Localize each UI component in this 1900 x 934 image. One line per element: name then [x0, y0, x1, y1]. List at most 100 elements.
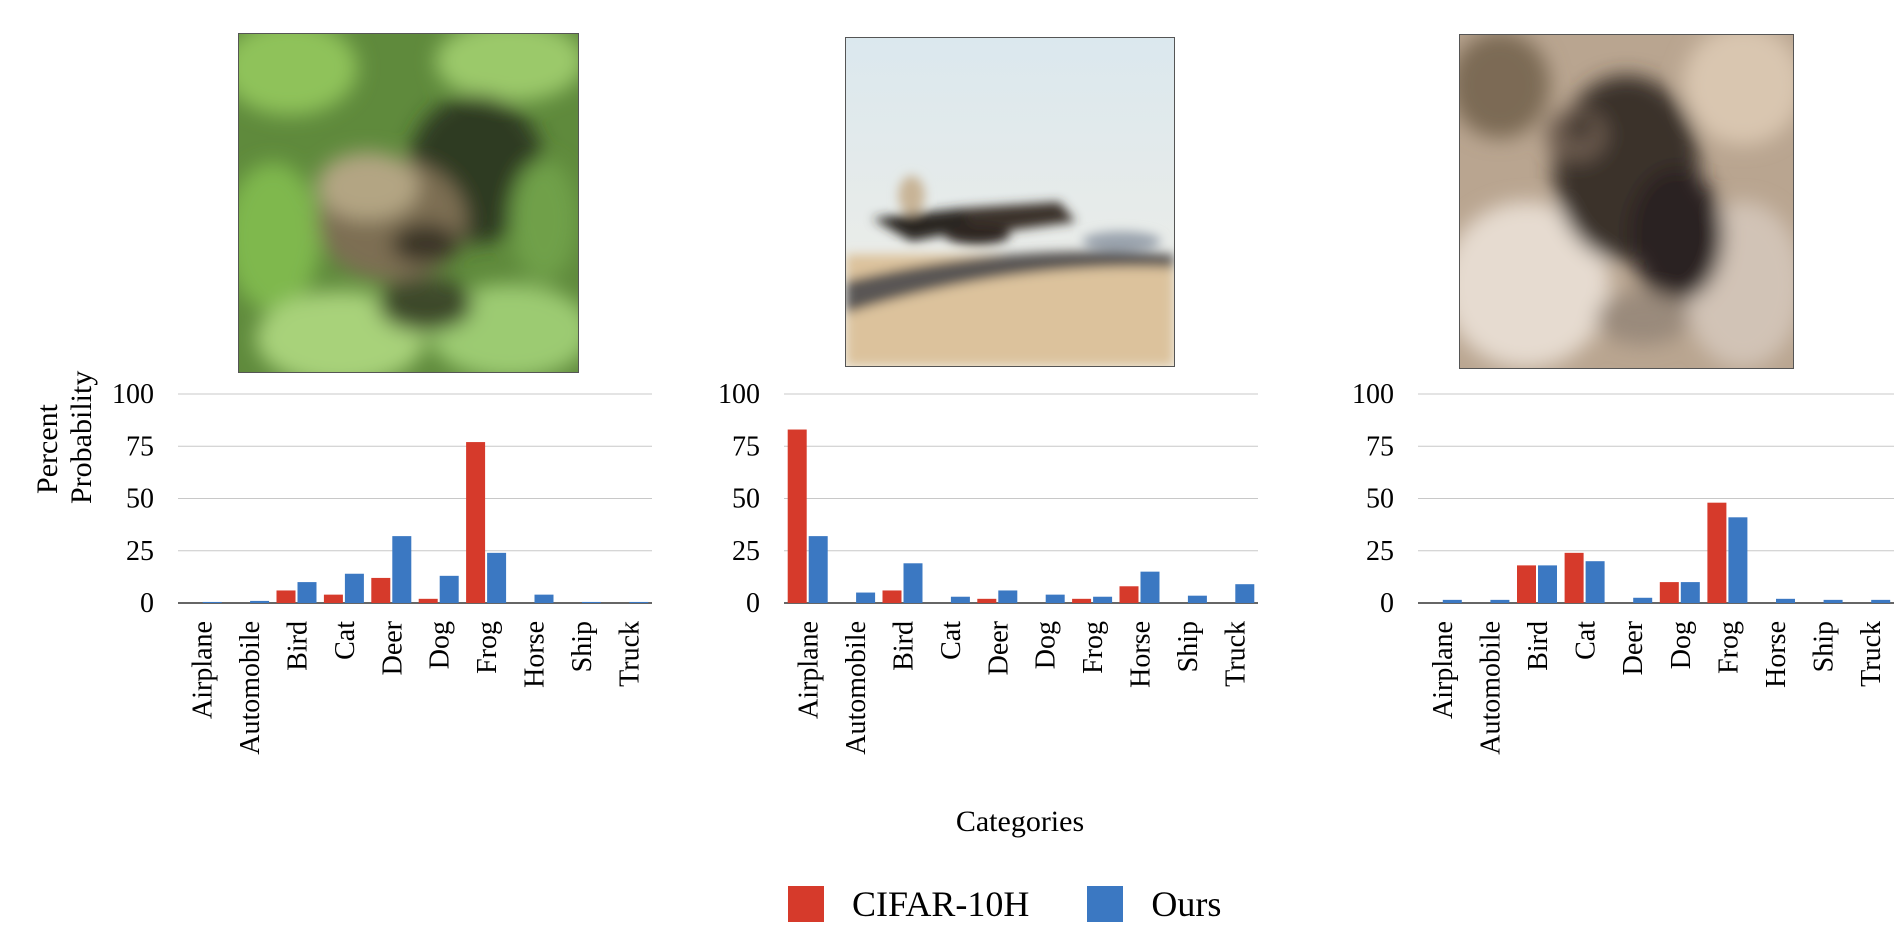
- frog-thumbnail: [238, 33, 579, 373]
- legend-item-cifar10h: CIFAR-10H: [788, 883, 1029, 925]
- legend: CIFAR-10H Ours: [788, 882, 1279, 926]
- x-tick-label: Dog: [425, 621, 456, 669]
- x-tick-label: Cat: [1571, 621, 1602, 660]
- animal-thumbnail: [1459, 34, 1794, 369]
- y-tick-label: 100: [112, 379, 154, 410]
- y-tick-label: 50: [1366, 484, 1394, 515]
- x-tick-label: Airplane: [188, 621, 219, 719]
- x-tick-label: Truck: [1220, 621, 1251, 687]
- bar-cifar-10h: [323, 594, 343, 603]
- legend-label-ours: Ours: [1151, 884, 1222, 924]
- bar-ours: [1235, 584, 1255, 603]
- bar-ours: [1538, 565, 1557, 603]
- legend-swatch-cifar10h: [788, 886, 824, 922]
- x-tick-label: Cat: [330, 621, 361, 660]
- y-tick-label: 100: [1352, 379, 1394, 410]
- bar-ours: [1823, 599, 1843, 603]
- x-tick-label: Deer: [1618, 620, 1649, 675]
- legend-swatch-ours: [1087, 886, 1124, 922]
- bar-ours: [1776, 598, 1795, 603]
- bar-ours: [998, 590, 1018, 603]
- bar-ours: [950, 596, 970, 603]
- bar-ours: [297, 582, 317, 603]
- bar-cifar-10h: [418, 598, 438, 603]
- y-tick-label: 100: [718, 379, 760, 410]
- y-tick-label: 25: [732, 536, 760, 567]
- bar-cifar-10h: [1659, 582, 1679, 603]
- bar-cifar-10h: [1072, 598, 1092, 603]
- bar-ours: [1093, 596, 1113, 603]
- x-tick-label: Cat: [936, 621, 967, 660]
- y-tick-label: 0: [746, 588, 760, 619]
- bar-ours: [1680, 582, 1700, 603]
- x-tick-label: Deer: [983, 620, 1014, 675]
- bar-ours: [1871, 599, 1891, 603]
- x-tick-label: Bird: [889, 621, 920, 671]
- bar-ours: [581, 601, 601, 603]
- x-tick-label: Deer: [377, 620, 408, 675]
- bar-ours: [250, 600, 270, 603]
- x-tick-label: Horse: [1126, 621, 1157, 688]
- x-tick-label: Dog: [1031, 621, 1062, 669]
- bar-ours: [534, 594, 554, 603]
- bar-ours: [392, 536, 412, 603]
- bar-ours: [1490, 599, 1510, 603]
- y-axis-label-line1: Percent: [31, 404, 64, 494]
- bar-cifar-10h: [977, 598, 997, 603]
- bar-cifar-10h: [371, 577, 391, 603]
- bar-ours: [1442, 599, 1462, 603]
- airplane-thumbnail: [845, 37, 1175, 367]
- bar-cifar-10h: [1707, 502, 1727, 603]
- y-tick-label: 0: [140, 588, 154, 619]
- y-axis-label: Percent Probability: [31, 370, 99, 504]
- x-tick-label: Airplane: [1428, 621, 1459, 719]
- bar-ours: [1633, 597, 1653, 603]
- bar-ours: [1045, 594, 1065, 603]
- x-tick-label: Dog: [1666, 621, 1697, 669]
- bar-cifar-10h: [466, 442, 486, 603]
- bar-ours: [1585, 561, 1605, 603]
- y-tick-label: 75: [732, 431, 760, 462]
- x-tick-label: Frog: [1713, 621, 1744, 674]
- x-tick-label: Horse: [1761, 621, 1792, 688]
- bar-cifar-10h: [276, 590, 296, 603]
- bar-cifar-10h: [882, 590, 902, 603]
- bar-ours: [1728, 517, 1748, 603]
- x-tick-label: Airplane: [794, 621, 825, 719]
- bar-cifar-10h: [1119, 586, 1139, 603]
- y-tick-label: 25: [1366, 536, 1394, 567]
- bar-ours: [487, 552, 507, 603]
- bar-ours: [856, 592, 876, 603]
- y-tick-label: 0: [1380, 588, 1394, 619]
- y-tick-label: 25: [126, 536, 154, 567]
- y-tick-label: 50: [126, 484, 154, 515]
- x-tick-label: Ship: [1173, 621, 1204, 672]
- x-tick-label: Frog: [472, 621, 503, 674]
- legend-item-ours: Ours: [1087, 883, 1221, 925]
- x-tick-label: Automobile: [841, 621, 872, 755]
- x-axis-label: Categories: [955, 805, 1085, 838]
- x-tick-label: Horse: [520, 621, 551, 688]
- bar-ours: [1187, 595, 1207, 603]
- x-tick-label: Ship: [1809, 621, 1840, 672]
- bar-cifar-10h: [787, 429, 807, 603]
- bar-ours: [808, 536, 828, 603]
- bar-cifar-10h: [1564, 552, 1584, 603]
- bar-ours: [344, 573, 364, 603]
- y-tick-label: 75: [126, 431, 154, 462]
- bar-cifar-10h: [1517, 565, 1536, 603]
- y-tick-label: 75: [1366, 431, 1394, 462]
- x-tick-label: Frog: [1078, 621, 1109, 674]
- bar-ours: [629, 601, 649, 603]
- legend-label-cifar10h: CIFAR-10H: [852, 884, 1030, 924]
- x-tick-label: Automobile: [235, 621, 266, 755]
- x-tick-label: Bird: [1523, 621, 1554, 671]
- x-tick-label: Bird: [283, 621, 314, 671]
- y-axis-label-line2: Probability: [65, 370, 98, 504]
- bar-ours: [439, 575, 459, 603]
- bar-ours: [202, 601, 222, 603]
- x-tick-label: Truck: [614, 621, 645, 687]
- y-tick-label: 50: [732, 484, 760, 515]
